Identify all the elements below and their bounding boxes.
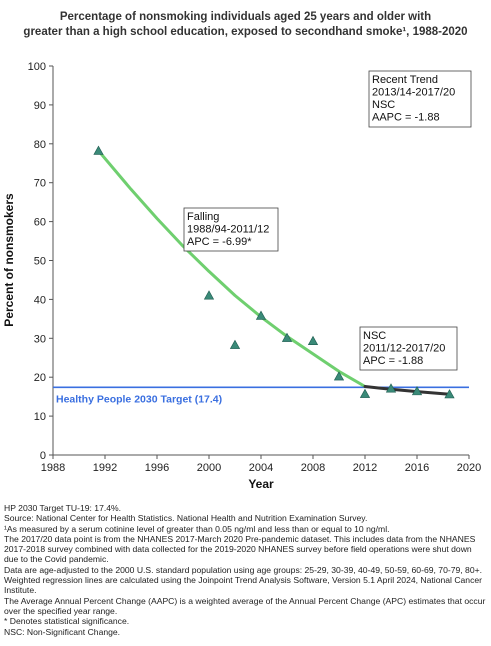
annotation-box-recent-trend bbox=[368, 70, 472, 128]
footnote-line: NSC: Non-Significant Change. bbox=[4, 626, 121, 637]
trend-line-falling bbox=[97, 149, 367, 388]
footnotes: HP 2030 Target TU-19: 17.4%. Source: Nati… bbox=[4, 503, 488, 637]
axes-group: 0 10 20 30 40 50 60 70 80 90 100 1988 1992 1996 2000 20… bbox=[28, 61, 482, 474]
y-tick-label: 70 bbox=[34, 178, 46, 190]
annotation-line: AAPC = -1.88 bbox=[372, 112, 440, 124]
x-tick-label: 1988 bbox=[41, 462, 65, 474]
footnote-line: Source: National Center for Health Stati… bbox=[4, 513, 368, 524]
y-tick-label: 50 bbox=[34, 256, 46, 268]
x-tick-label: 2016 bbox=[405, 462, 429, 474]
y-tick-label: 90 bbox=[34, 100, 46, 112]
x-axis-label: Year bbox=[248, 477, 274, 491]
annotation-box-nsc bbox=[359, 326, 458, 371]
footnote-line: * Denotes statistical significance. bbox=[4, 616, 130, 627]
target-group: Healthy People 2030 Target (17.4) bbox=[53, 386, 469, 405]
annotation-line: 2013/14-2017/20 bbox=[372, 87, 455, 99]
chart-title-line-1: Percentage of nonsmoking individuals age… bbox=[59, 11, 432, 23]
data-point bbox=[203, 290, 215, 300]
data-points-group bbox=[93, 145, 455, 399]
annotation-line: APC = -6.99* bbox=[187, 236, 252, 248]
data-point bbox=[281, 332, 293, 342]
annotation-line: Recent Trend bbox=[372, 74, 438, 86]
footnote-line: The Average Annual Percent Change (AAPC)… bbox=[4, 595, 486, 616]
x-tick-label: 2004 bbox=[249, 462, 273, 474]
annotation-line: APC = -1.88 bbox=[363, 355, 423, 367]
footnote-line: HP 2030 Target TU-19: 17.4%. bbox=[4, 503, 122, 513]
x-tick-label: 1992 bbox=[93, 462, 117, 474]
annotation-box-falling bbox=[183, 207, 279, 252]
y-tick-label: 80 bbox=[34, 139, 46, 151]
y-tick-label: 0 bbox=[40, 450, 46, 462]
x-tick-label: 2000 bbox=[197, 462, 221, 474]
data-point bbox=[385, 383, 397, 393]
annotation-line: 1988/94-2011/12 bbox=[187, 224, 269, 236]
annotation-line: Falling bbox=[187, 211, 219, 223]
x-tick-label: 2020 bbox=[457, 462, 481, 474]
chart-title-line-2: greater than a high school education, ex… bbox=[23, 26, 468, 38]
footnote-line: Weighted regression lines are calculated… bbox=[4, 575, 483, 596]
footnote-line: ¹As measured by a serum cotinine level o… bbox=[4, 523, 390, 534]
trend-line-nsc bbox=[363, 385, 451, 396]
data-point bbox=[444, 389, 455, 399]
x-tick-label: 2012 bbox=[353, 462, 377, 474]
footnote-line: The 2017/20 data point is from the NHANE… bbox=[4, 533, 476, 565]
x-tick-label: 1996 bbox=[145, 462, 169, 474]
y-tick-label: 60 bbox=[34, 217, 46, 229]
y-axis-label: Percent of nonsmokers bbox=[2, 193, 16, 327]
chart-area: 0 10 20 30 40 50 60 70 80 90 100 1988 1992 1996 2000 20… bbox=[2, 61, 482, 491]
y-tick-label: 30 bbox=[34, 333, 46, 345]
annotation-line: NSC bbox=[372, 99, 395, 111]
data-point bbox=[411, 385, 423, 396]
data-point bbox=[359, 388, 371, 398]
y-tick-label: 10 bbox=[34, 411, 46, 423]
y-tick-label: 100 bbox=[28, 61, 46, 73]
chart-title: Percentage of nonsmoking individuals age… bbox=[0, 10, 491, 40]
data-point bbox=[229, 339, 241, 349]
footnote-line: Data are age-adjusted to the 2000 U.S. s… bbox=[4, 564, 483, 575]
x-tick-label: 2008 bbox=[301, 462, 325, 474]
data-point bbox=[93, 145, 104, 155]
trend-lines-group bbox=[97, 149, 451, 396]
annotation-line: 2011/12-2017/20 bbox=[363, 343, 445, 355]
data-point bbox=[307, 335, 319, 346]
annotation-line: NSC bbox=[363, 330, 386, 342]
y-tick-label: 20 bbox=[34, 372, 46, 384]
data-point bbox=[333, 371, 345, 381]
data-point bbox=[255, 310, 267, 320]
y-tick-label: 40 bbox=[34, 294, 46, 306]
target-label: Healthy People 2030 Target (17.4) bbox=[56, 393, 222, 405]
